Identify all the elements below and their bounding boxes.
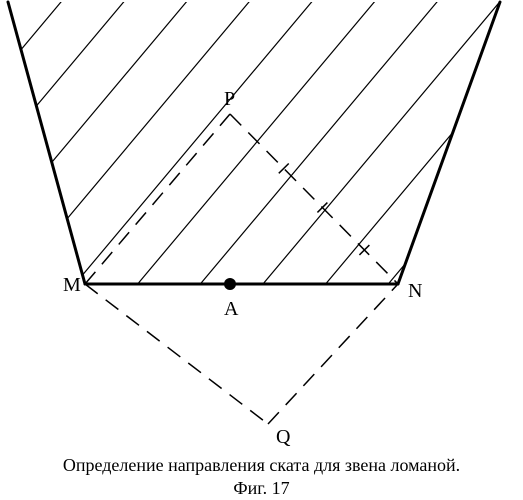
caption-line-1: Определение направления ската для звена … <box>0 455 523 476</box>
caption-line-2: Фиг. 17 <box>0 478 523 499</box>
label-M: M <box>63 274 81 297</box>
point-A <box>224 278 236 290</box>
label-A: A <box>224 298 238 321</box>
diagram-svg <box>0 0 523 500</box>
label-N: N <box>408 280 422 303</box>
diagram-canvas: M N A P Q Определение направления ската … <box>0 0 523 500</box>
label-P: P <box>224 88 235 111</box>
label-Q: Q <box>276 426 290 449</box>
